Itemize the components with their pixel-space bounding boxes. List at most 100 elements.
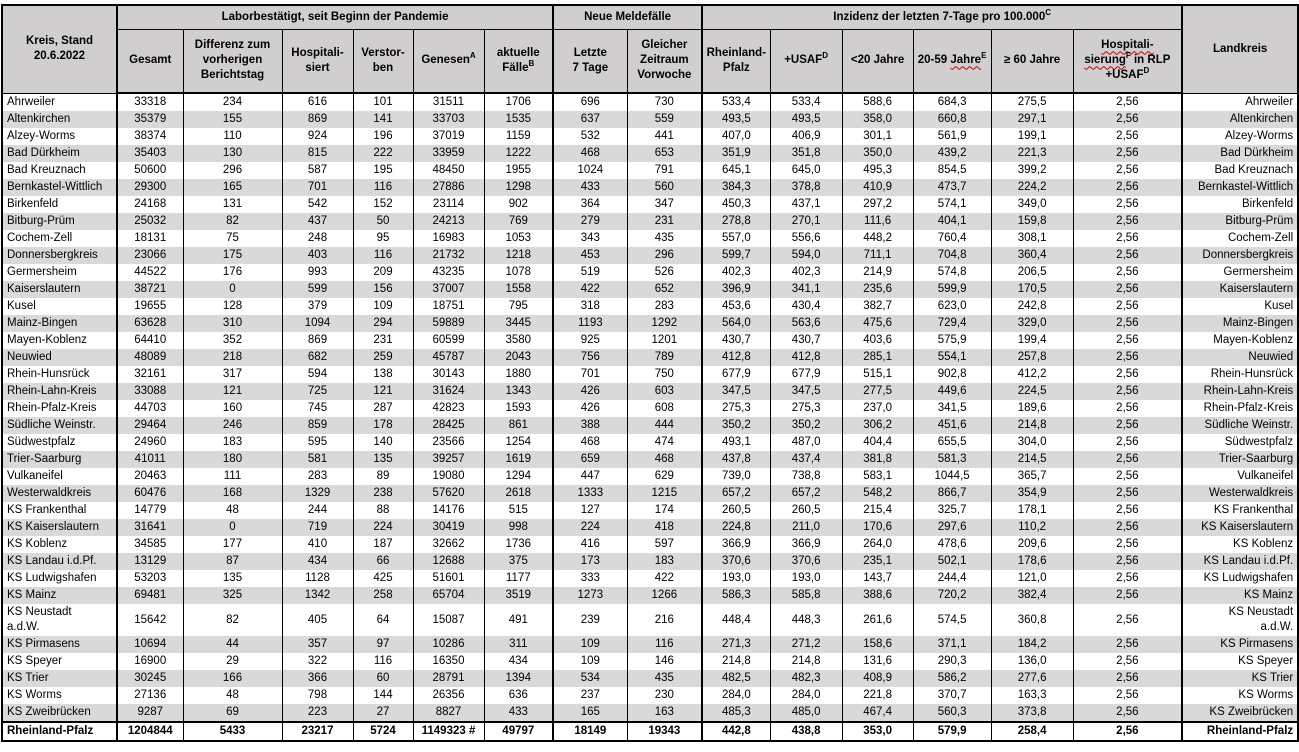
cell-letzte-7-tage: 468 xyxy=(552,434,628,451)
cell-inzidenz-rheinland-pfalz: 370,6 xyxy=(701,553,771,570)
cell-kreis: KS Mainz xyxy=(1,587,117,604)
cell-differenz-vortag: 130 xyxy=(182,145,282,162)
cell-differenz-vortag: 165 xyxy=(182,179,282,196)
cell-verstorben: 64 xyxy=(352,604,413,636)
cell-inzidenz-20-59: 574,5 xyxy=(912,604,992,636)
cell-verstorben: 238 xyxy=(352,485,413,502)
cell-verstorben: 152 xyxy=(352,196,413,213)
cell-verstorben: 224 xyxy=(352,519,413,536)
cell-landkreis: Mayen-Koblenz xyxy=(1181,332,1299,349)
cell-kreis: Donnersbergkreis xyxy=(1,247,117,264)
cell-inzidenz-ab-60: 184,2 xyxy=(990,636,1074,653)
cell-hospitalisiert: 437 xyxy=(281,213,353,230)
cell-inzidenz-unter-20: 277,5 xyxy=(841,383,914,400)
cell-aktuelle-faelle: 1222 xyxy=(483,145,554,162)
cell-hospitalisiert: 869 xyxy=(281,332,353,349)
cell-inzidenz-rheinland-pfalz: 350,2 xyxy=(701,417,771,434)
cell-hospitalisierung-rlp-usaf: 2,56 xyxy=(1072,315,1183,332)
cell-hospitalisiert: 357 xyxy=(281,636,353,653)
cell-aktuelle-faelle: 769 xyxy=(483,213,554,230)
cell-gesamt: 33088 xyxy=(116,383,183,400)
cell-inzidenz-ab-60: 214,5 xyxy=(990,451,1074,468)
cell-inzidenz-unter-20: 285,1 xyxy=(841,349,914,366)
cell-inzidenz-unter-20: 495,3 xyxy=(841,162,914,179)
cell-hospitalisierung-rlp-usaf: 2,56 xyxy=(1072,93,1183,111)
cell-inzidenz-rheinland-pfalz: 482,5 xyxy=(701,670,771,687)
cell-inzidenz-ab-60: 257,8 xyxy=(990,349,1074,366)
cell-kreis: Germersheim xyxy=(1,264,117,281)
cell-genesen: 30419 xyxy=(412,519,484,536)
cell-gesamt: 53203 xyxy=(116,570,183,587)
cell-hospitalisiert: 403 xyxy=(281,247,353,264)
cell-verstorben: 109 xyxy=(352,298,413,315)
cell-inzidenz-rheinland-pfalz: 351,9 xyxy=(701,145,771,162)
cell-letzte-7-tage: 468 xyxy=(552,145,628,162)
table-row: Alzey-Worms 38374 110 924 196 37019 1159 532 441… xyxy=(1,128,1299,145)
cell-inzidenz-unter-20: 301,1 xyxy=(841,128,914,145)
cell-kreis: Rhein-Lahn-Kreis xyxy=(1,383,117,400)
cell-hospitalisierung-rlp-usaf: 2,56 xyxy=(1072,179,1183,196)
cell-kreis: Ahrweiler xyxy=(1,93,117,111)
cell-inzidenz-ab-60: 360,8 xyxy=(990,604,1074,636)
header-letzte-7-tage: Letzte 7 Tage xyxy=(552,29,628,94)
cell-differenz-vortag: 0 xyxy=(182,281,282,298)
cell-vorwoche: 418 xyxy=(626,519,703,536)
header-group-inzidenz: Inzidenz der letzten 7-Tage pro 100.000C xyxy=(701,5,1183,30)
cell-differenz-vortag: 75 xyxy=(182,230,282,247)
cell-inzidenz-ab-60: 199,4 xyxy=(990,332,1074,349)
cell-letzte-7-tage: 109 xyxy=(552,653,628,670)
cell-inzidenz-rheinland-pfalz: 193,0 xyxy=(701,570,771,587)
cell-kreis: KS Pirmasens xyxy=(1,636,117,653)
cell-inzidenz-rheinland-pfalz: 214,8 xyxy=(701,653,771,670)
cell-aktuelle-faelle: 1343 xyxy=(483,383,554,400)
cell-inzidenz-20-59: 704,8 xyxy=(912,247,992,264)
cell-hospitalisiert: 283 xyxy=(281,468,353,485)
cell-vorwoche: 474 xyxy=(626,434,703,451)
cell-inzidenz-rheinland-pfalz: 493,1 xyxy=(701,434,771,451)
cell-verstorben: 141 xyxy=(352,111,413,128)
cell-inzidenz-unter-20: 448,2 xyxy=(841,230,914,247)
cell-inzidenz-usaf: 341,1 xyxy=(769,281,843,298)
cell-inzidenz-usaf: 211,0 xyxy=(769,519,843,536)
cell-verstorben: 116 xyxy=(352,247,413,264)
cell-inzidenz-rheinland-pfalz: 396,9 xyxy=(701,281,771,298)
cell-hospitalisiert: 701 xyxy=(281,179,353,196)
cell-genesen: 32662 xyxy=(412,536,484,553)
cell-differenz-vortag: 155 xyxy=(182,111,282,128)
cell-kreis: Westerwaldkreis xyxy=(1,485,117,502)
cell-inzidenz-unter-20: 235,6 xyxy=(841,281,914,298)
cell-verstorben: 196 xyxy=(352,128,413,145)
cell-inzidenz-rheinland-pfalz: 677,9 xyxy=(701,366,771,383)
cell-letzte-7-tage: 224 xyxy=(552,519,628,536)
cell-landkreis: KS Koblenz xyxy=(1181,536,1299,553)
cell-inzidenz-unter-20: 583,1 xyxy=(841,468,914,485)
cell-kreis: Altenkirchen xyxy=(1,111,117,128)
cell-inzidenz-20-59: 866,7 xyxy=(912,485,992,502)
cell-gesamt: 10694 xyxy=(116,636,183,653)
cell-aktuelle-faelle: 433 xyxy=(483,704,554,722)
cell-aktuelle-faelle: 311 xyxy=(483,636,554,653)
cell-letzte-7-tage: 426 xyxy=(552,383,628,400)
cell-letzte-7-tage: 333 xyxy=(552,570,628,587)
cell-hospitalisierung-rlp-usaf: 2,56 xyxy=(1072,687,1183,704)
cell-hospitalisiert: 587 xyxy=(281,162,353,179)
cell-verstorben: 101 xyxy=(352,93,413,111)
cell-differenz-vortag: 177 xyxy=(182,536,282,553)
cell-inzidenz-ab-60: 258,4 xyxy=(990,721,1074,741)
cell-vorwoche: 19343 xyxy=(626,721,703,741)
cell-inzidenz-usaf: 412,8 xyxy=(769,349,843,366)
cell-verstorben: 209 xyxy=(352,264,413,281)
cell-inzidenz-20-59: 579,9 xyxy=(912,721,992,741)
cell-inzidenz-20-59: 244,4 xyxy=(912,570,992,587)
header-hospitalisiert: Hospitali- siert xyxy=(281,29,353,94)
table-row: KS Speyer 16900 29 322 116 16350 434 109 146 214,… xyxy=(1,653,1299,670)
cell-landkreis: KS Ludwigshafen xyxy=(1181,570,1299,587)
cell-letzte-7-tage: 696 xyxy=(552,93,628,111)
cell-inzidenz-ab-60: 275,5 xyxy=(990,93,1074,111)
cell-hospitalisiert: 798 xyxy=(281,687,353,704)
cell-hospitalisiert: 244 xyxy=(281,502,353,519)
table-row: Westerwaldkreis 60476 168 1329 238 57620 2618 1… xyxy=(1,485,1299,502)
cell-landkreis: KS Mainz xyxy=(1181,587,1299,604)
cell-inzidenz-usaf: 347,5 xyxy=(769,383,843,400)
table-row: Donnersbergkreis 23066 175 403 116 21732 1218 4… xyxy=(1,247,1299,264)
